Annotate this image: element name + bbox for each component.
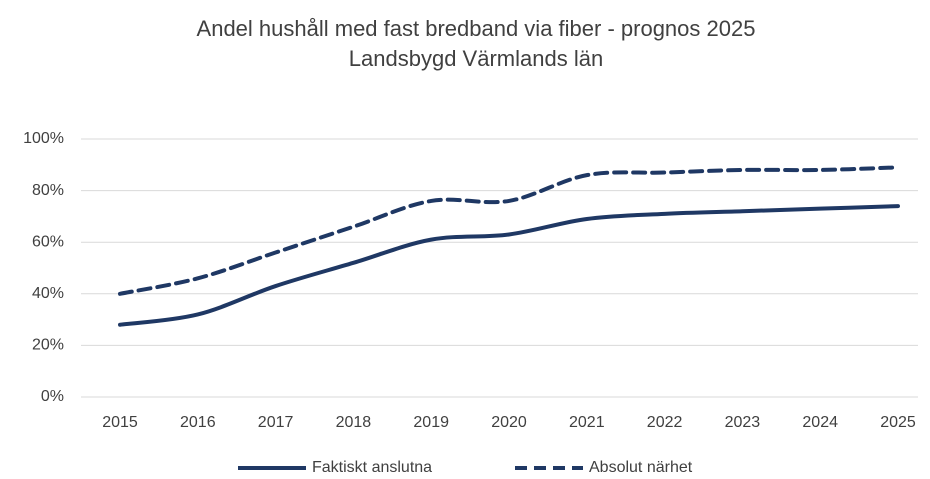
legend-label: Faktiskt anslutna — [312, 459, 432, 476]
y-tick-label: 40% — [32, 285, 64, 302]
x-tick-label: 2017 — [258, 414, 294, 431]
y-tick-label: 80% — [32, 182, 64, 199]
chart-title: Andel hushåll med fast bredband via fibe… — [197, 16, 756, 41]
series-line — [118, 204, 900, 327]
y-tick-label: 60% — [32, 233, 64, 250]
x-tick-label: 2019 — [413, 414, 449, 431]
chart-subtitle: Landsbygd Värmlands län — [349, 46, 603, 71]
x-tick-label: 2021 — [569, 414, 605, 431]
y-tick-label: 20% — [32, 337, 64, 354]
y-tick-label: 0% — [41, 388, 64, 405]
legend-label: Absolut närhet — [589, 459, 693, 476]
series-line — [118, 165, 900, 296]
x-tick-label: 2024 — [802, 414, 838, 431]
x-tick-label: 2020 — [491, 414, 527, 431]
x-tick-label: 2023 — [725, 414, 761, 431]
x-tick-label: 2025 — [880, 414, 916, 431]
x-tick-label: 2015 — [102, 414, 138, 431]
x-tick-label: 2016 — [180, 414, 216, 431]
y-tick-label: 100% — [23, 130, 64, 147]
x-tick-label: 2018 — [336, 414, 372, 431]
x-tick-label: 2022 — [647, 414, 683, 431]
